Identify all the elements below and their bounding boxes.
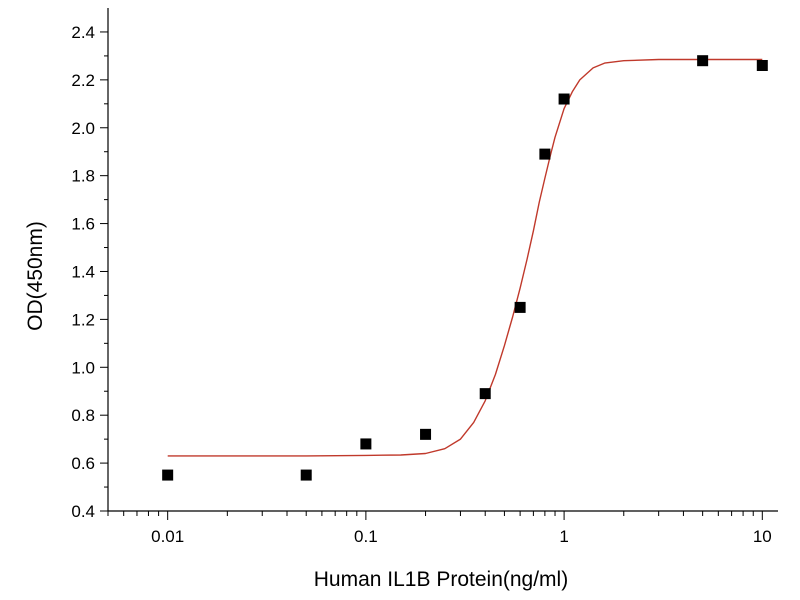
- data-point: [756, 59, 768, 71]
- y-tick-label: 2.2: [71, 71, 95, 90]
- y-tick-label: 0.8: [71, 406, 95, 425]
- y-axis-title: OD(450nm): [24, 221, 47, 331]
- y-axis: 0.4 0.6 0.8 1.0 1.2 1.4 1.6 1.8 2.0 2.2 2.4: [71, 23, 108, 521]
- x-axis: 0.01 0.1 1 10: [107, 511, 772, 546]
- data-point: [360, 438, 372, 450]
- data-point: [300, 469, 312, 481]
- fit-curve: [167, 58, 763, 457]
- x-tick-label: 10: [753, 527, 772, 546]
- x-tick-label: 0.01: [151, 527, 184, 546]
- y-tick-label: 1.0: [71, 358, 95, 377]
- y-tick-label: 2.0: [71, 119, 95, 138]
- x-axis-title: Human IL1B Protein(ng/ml): [314, 568, 568, 591]
- data-point: [420, 428, 432, 440]
- data-point: [479, 388, 491, 400]
- y-tick-label: 1.4: [71, 262, 95, 281]
- data-point: [558, 93, 570, 105]
- data-point: [539, 148, 551, 160]
- x-tick-label: 0.1: [354, 527, 378, 546]
- plot-frame: [107, 8, 778, 512]
- y-tick-label: 2.4: [71, 23, 95, 42]
- data-point: [697, 55, 709, 67]
- data-point: [514, 301, 526, 313]
- y-tick-label: 1.2: [71, 310, 95, 329]
- data-point: [162, 469, 174, 481]
- y-tick-label: 1.8: [71, 167, 95, 186]
- x-tick-label: 1: [559, 527, 568, 546]
- points-layer: [162, 55, 768, 481]
- y-tick-label: 0.4: [71, 502, 95, 521]
- fit-curve-layer: [167, 58, 763, 457]
- y-tick-label: 0.6: [71, 454, 95, 473]
- y-tick-label: 1.6: [71, 215, 95, 234]
